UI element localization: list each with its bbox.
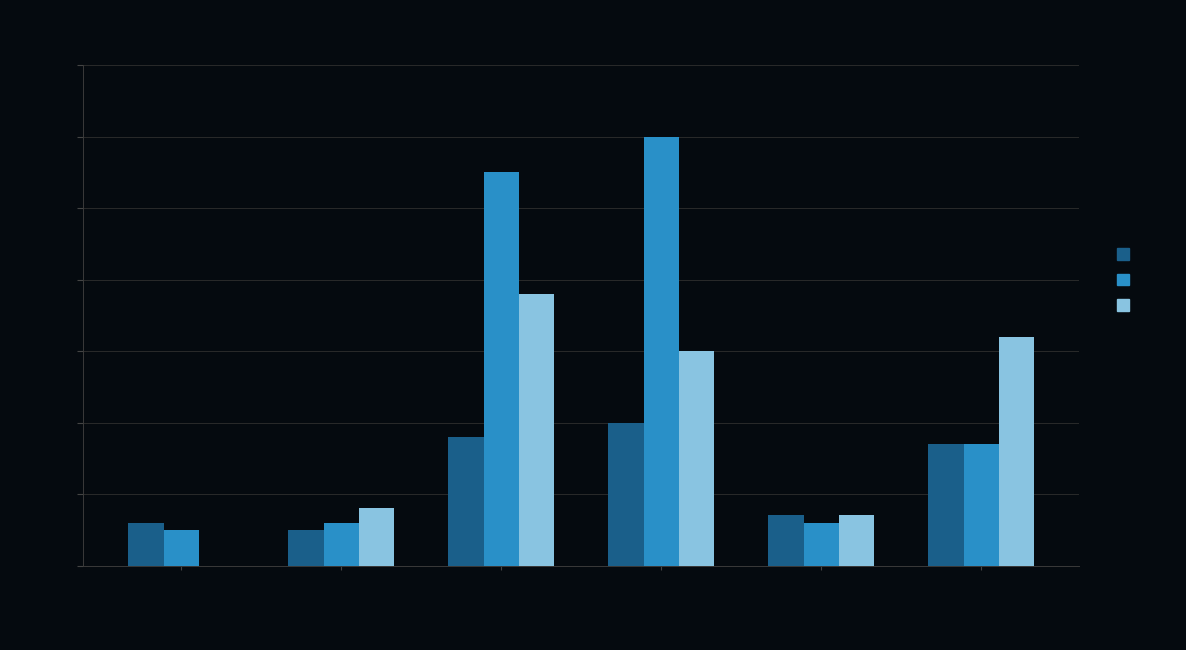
Bar <box>804 523 839 566</box>
Legend: , , : , , <box>1116 248 1133 312</box>
Bar <box>448 437 484 566</box>
Bar <box>358 508 394 566</box>
Bar <box>484 172 518 566</box>
Bar <box>999 337 1034 566</box>
Bar <box>769 515 804 566</box>
Bar <box>128 523 164 566</box>
Bar <box>288 530 324 566</box>
Bar <box>608 422 644 566</box>
Bar <box>963 444 999 566</box>
Bar <box>324 523 358 566</box>
Bar <box>164 530 199 566</box>
Bar <box>678 351 714 566</box>
Bar <box>929 444 963 566</box>
Bar <box>518 294 554 566</box>
Bar <box>644 136 678 566</box>
Bar <box>839 515 874 566</box>
